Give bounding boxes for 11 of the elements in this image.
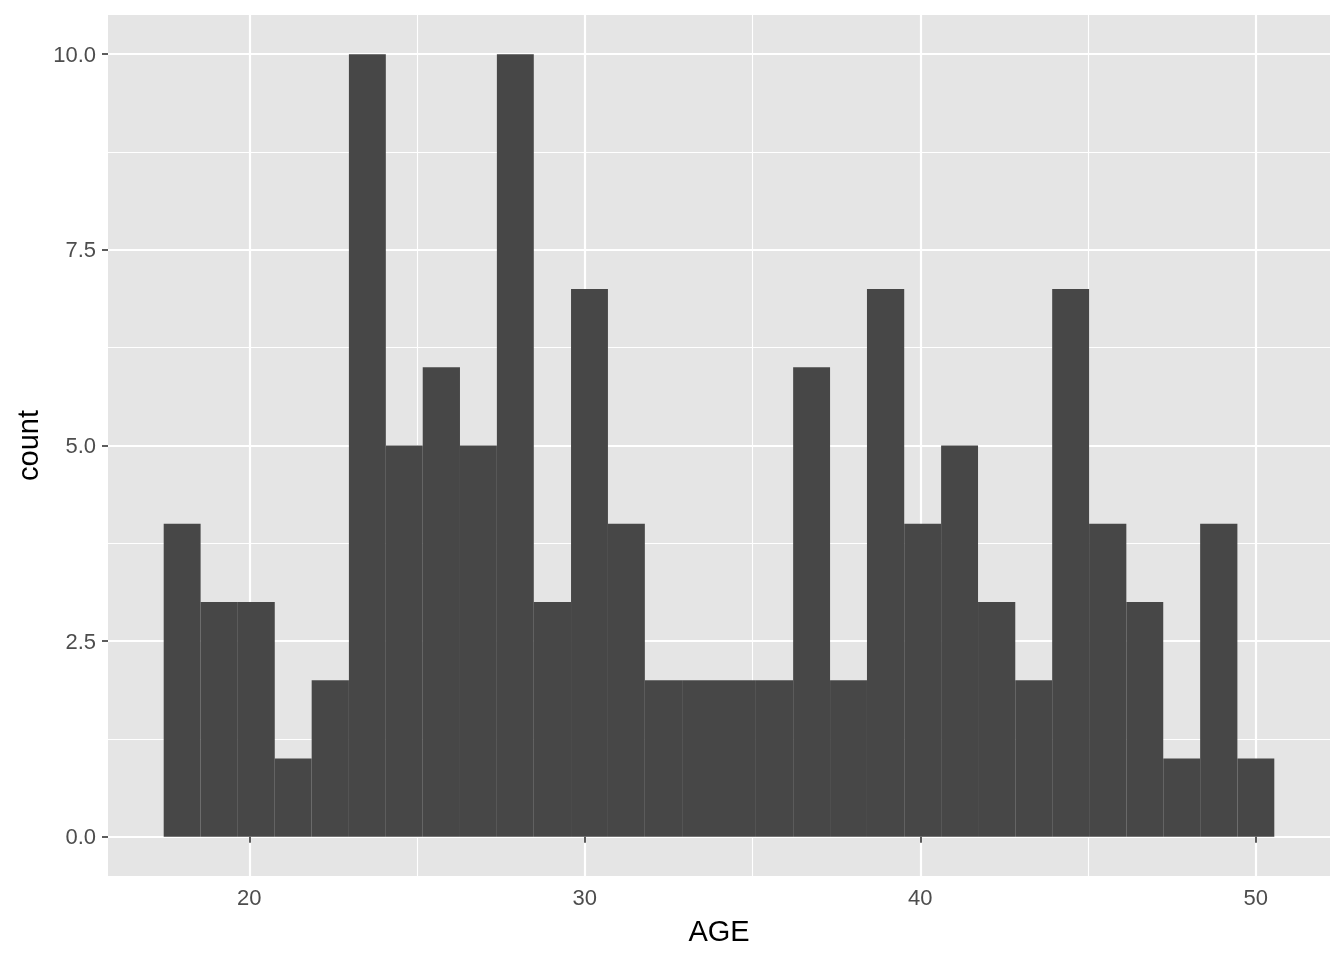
x-tick-label: 40 [908, 884, 933, 910]
x-axis-title: AGE [688, 914, 750, 947]
y-tick-label: 2.5 [65, 628, 96, 654]
x-tick-label: 20 [237, 884, 262, 910]
y-tick-label: 0.0 [65, 824, 96, 850]
y-tick-label: 10.0 [53, 41, 96, 67]
x-tick-label: 30 [572, 884, 598, 910]
y-tick-label: 5.0 [65, 433, 96, 458]
x-tick-label: 50 [1243, 884, 1269, 910]
y-tick-label: 7.5 [65, 237, 96, 263]
y-axis-title: count [11, 410, 44, 481]
